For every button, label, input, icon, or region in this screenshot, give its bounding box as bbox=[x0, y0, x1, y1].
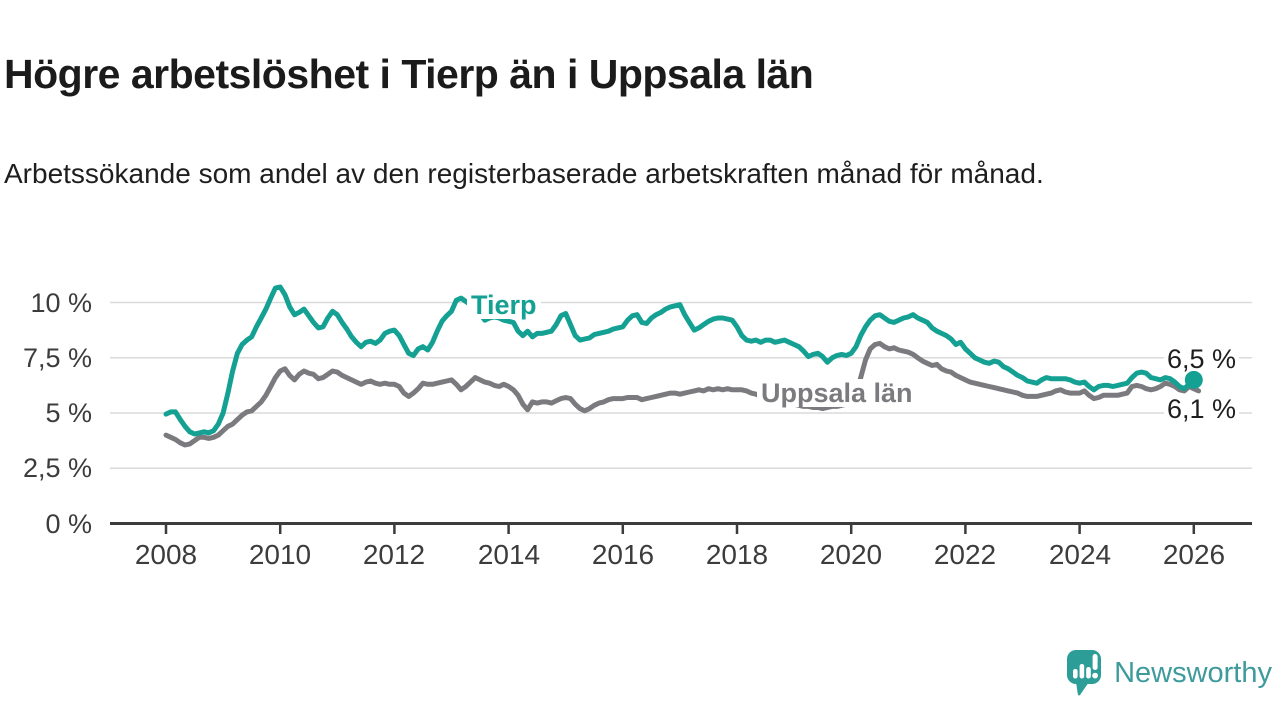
series-lines bbox=[163, 284, 1203, 448]
y-tick-label: 7,5 % bbox=[22, 343, 92, 373]
y-tick-label: 2,5 % bbox=[22, 453, 92, 483]
x-tick-label: 2024 bbox=[1048, 539, 1112, 570]
x-tick-label: 2020 bbox=[819, 539, 883, 570]
x-tick-label: 2026 bbox=[1162, 539, 1226, 570]
x-tick-label: 2012 bbox=[362, 539, 426, 570]
x-tick-label: 2010 bbox=[248, 539, 312, 570]
newsworthy-brand-text: Newsworthy bbox=[1114, 656, 1272, 689]
end-value-label-uppsala: 6,1 % bbox=[1164, 396, 1240, 423]
chart-subtitle: Arbetssökande som andel av den registerb… bbox=[4, 158, 1044, 189]
newsworthy-speech-bubble-bar-chart-icon bbox=[1067, 650, 1102, 696]
newsworthy-logo: Newsworthy bbox=[1065, 648, 1272, 698]
x-tick-label: 2014 bbox=[477, 539, 541, 570]
x-tick-label: 2008 bbox=[134, 539, 198, 570]
end-value-label-tierp: 6,5 % bbox=[1164, 346, 1240, 373]
series-label-tierp: Tierp bbox=[467, 291, 541, 319]
y-tick-label: 5 % bbox=[45, 398, 92, 428]
x-axis-ticks bbox=[164, 525, 1196, 534]
y-tick-label: 0 % bbox=[45, 509, 92, 539]
tierp-line bbox=[163, 284, 1197, 437]
x-tick-label: 2022 bbox=[933, 539, 997, 570]
uppsala-l-n-line bbox=[163, 340, 1202, 448]
page-title: Högre arbetslöshet i Tierp än i Uppsala … bbox=[4, 51, 814, 98]
series-label-uppsala: Uppsala län bbox=[757, 379, 917, 407]
tierp-end-dot bbox=[1184, 370, 1203, 389]
x-tick-label: 2016 bbox=[591, 539, 655, 570]
y-tick-label: 10 % bbox=[30, 288, 92, 318]
x-tick-label: 2018 bbox=[705, 539, 769, 570]
